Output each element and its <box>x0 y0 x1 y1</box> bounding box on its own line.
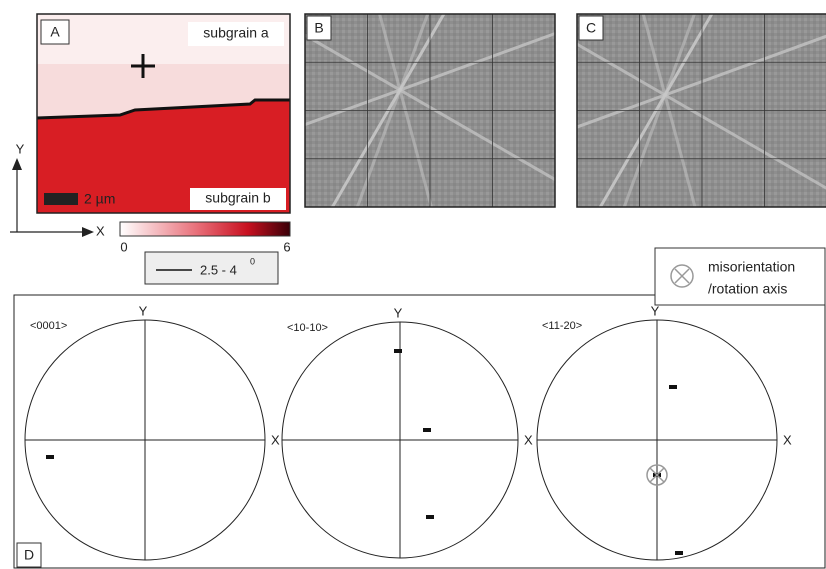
pole-label: <10-10> <box>287 322 328 334</box>
scale-label: 2 µm <box>84 191 115 207</box>
panel-frame <box>576 13 826 208</box>
map-bottom <box>37 100 290 213</box>
rotation-axis <box>649 467 665 483</box>
axis-label: Y <box>139 303 148 318</box>
axis-label: X <box>271 432 280 447</box>
axis-label: Y <box>394 305 403 320</box>
axis-lines <box>10 165 88 233</box>
legend-text: 2.5 - 4 <box>200 262 237 277</box>
panel-frame <box>304 13 556 208</box>
label-box <box>190 188 286 210</box>
pole-point <box>423 428 431 432</box>
kikuchi-band <box>577 34 826 129</box>
panel-frame <box>36 13 291 214</box>
cross-marker <box>131 54 155 78</box>
kikuchi-band <box>622 14 697 207</box>
pole-point <box>669 385 677 389</box>
sample-axes: Y X <box>10 141 105 238</box>
grain-boundary <box>36 98 290 120</box>
panel-a: A subgrain a 2 µm subgrain b <box>36 13 291 214</box>
panel-label: C <box>586 20 596 36</box>
pole-point <box>426 515 434 519</box>
axis-label: X <box>783 432 792 447</box>
rotation-axis <box>646 464 668 486</box>
pole-label: <11-20> <box>542 320 582 332</box>
panel-d-frame <box>13 294 826 569</box>
subgrain-label: subgrain b <box>205 190 271 206</box>
rotation-axis-symbol <box>670 264 694 288</box>
colorbar-max: 6 <box>283 239 290 254</box>
legend-superscript: 0 <box>250 256 255 266</box>
label-box <box>578 15 604 41</box>
kikuchi-band <box>355 14 430 207</box>
axis-label: Y <box>16 141 25 156</box>
axis-label: X <box>524 432 533 447</box>
legend-text: /rotation axis <box>708 281 787 297</box>
colorbar-min: 0 <box>120 239 127 254</box>
rotation-axis-symbol <box>674 268 690 284</box>
scale-bar <box>44 193 78 205</box>
axis-label: Y <box>651 303 660 318</box>
panel-label: A <box>50 24 60 40</box>
axis-arrows <box>12 158 94 237</box>
pole-figures: <0001> Y X <10-10> Y X <11-20> Y X <box>24 303 792 561</box>
pole-point <box>394 349 402 353</box>
axis-label: X <box>96 223 105 238</box>
subgrain-label: subgrain a <box>203 25 269 41</box>
pole-label: <0001> <box>30 320 67 332</box>
label-box <box>188 22 284 46</box>
pole-point <box>46 455 54 459</box>
pole-point <box>675 551 683 555</box>
label-box <box>40 19 70 45</box>
panel-label: D <box>24 547 34 563</box>
label-box <box>16 542 42 568</box>
label-box <box>306 15 332 41</box>
kikuchi-band <box>305 31 555 127</box>
legend-text: misorientation <box>708 259 795 275</box>
legend-box <box>144 251 279 285</box>
panel-label: B <box>314 20 323 36</box>
colorbar <box>119 221 291 237</box>
